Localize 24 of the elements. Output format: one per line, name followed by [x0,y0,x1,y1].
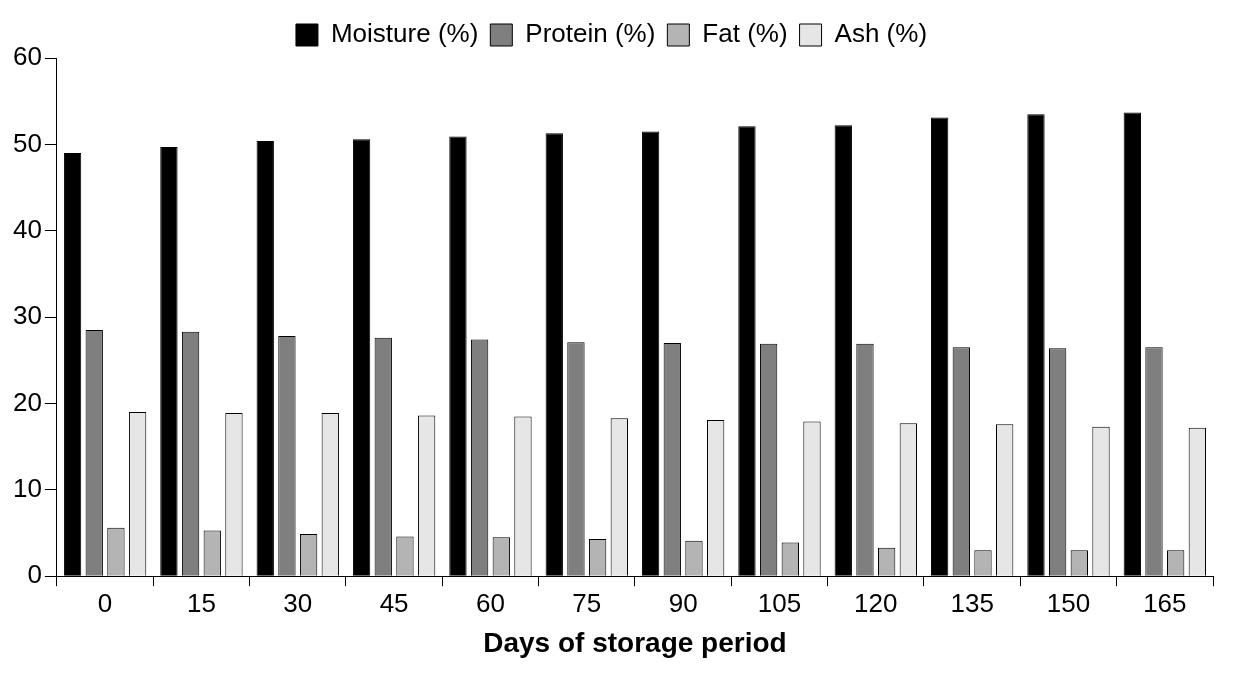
x-tick-label: 150 [1046,587,1091,618]
x-tick-label: 75 [572,587,602,618]
x-tick-label: 15 [186,587,216,618]
x-tick-label: 105 [757,587,802,618]
x-tick-label: 60 [475,587,505,618]
x-tick-label: 45 [379,587,409,618]
y-tick-label: 60 [13,41,42,72]
y-tick-label: 50 [13,127,42,158]
x-tick-label: 0 [97,587,113,618]
y-tick-label: 30 [13,300,42,331]
y-tick-label: 0 [27,559,42,590]
legend-label: Fat (%) [702,18,788,49]
x-tick-label: 120 [854,587,898,618]
y-tick-label: 10 [13,473,42,504]
legend-label: Ash (%) [834,18,928,49]
x-tick-label: 165 [1143,587,1187,618]
y-tick-label: 20 [13,386,42,417]
y-tick-label: 40 [13,213,42,244]
x-tick-label: 30 [283,587,313,618]
legend-label: Protein (%) [525,18,656,49]
x-tick-label: 135 [950,587,994,618]
x-tick-label: 90 [668,587,698,618]
x-axis-title: Days of storage period [483,626,787,658]
legend-label: Moisture (%) [330,18,479,49]
